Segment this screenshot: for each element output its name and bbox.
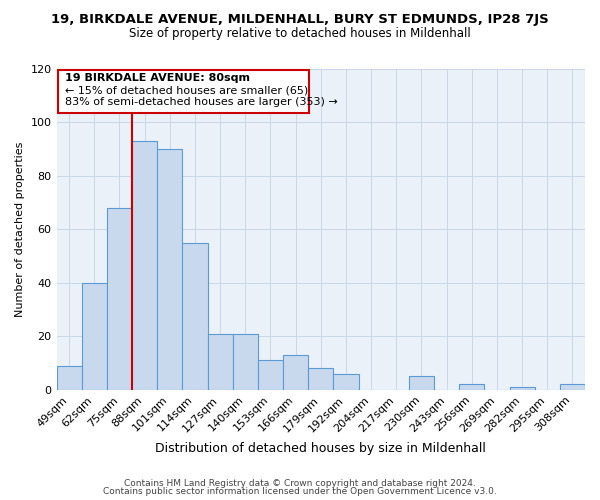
Bar xyxy=(409,376,434,390)
Bar xyxy=(509,387,535,390)
Text: 83% of semi-detached houses are larger (353) →: 83% of semi-detached houses are larger (… xyxy=(65,97,338,107)
Bar xyxy=(132,141,157,390)
Bar xyxy=(233,334,258,390)
Bar xyxy=(182,243,208,390)
Y-axis label: Number of detached properties: Number of detached properties xyxy=(15,142,25,317)
Text: Contains HM Land Registry data © Crown copyright and database right 2024.: Contains HM Land Registry data © Crown c… xyxy=(124,478,476,488)
Text: 19, BIRKDALE AVENUE, MILDENHALL, BURY ST EDMUNDS, IP28 7JS: 19, BIRKDALE AVENUE, MILDENHALL, BURY ST… xyxy=(51,12,549,26)
Bar xyxy=(107,208,132,390)
Text: Size of property relative to detached houses in Mildenhall: Size of property relative to detached ho… xyxy=(129,28,471,40)
Bar xyxy=(258,360,283,390)
Bar xyxy=(56,366,82,390)
Text: 19 BIRKDALE AVENUE: 80sqm: 19 BIRKDALE AVENUE: 80sqm xyxy=(65,73,250,83)
X-axis label: Distribution of detached houses by size in Mildenhall: Distribution of detached houses by size … xyxy=(155,442,486,455)
Bar xyxy=(308,368,334,390)
Bar xyxy=(157,149,182,390)
Bar xyxy=(334,374,359,390)
Bar xyxy=(58,70,310,113)
Bar xyxy=(283,355,308,390)
Bar xyxy=(459,384,484,390)
Bar xyxy=(208,334,233,390)
Bar xyxy=(82,283,107,390)
Text: Contains public sector information licensed under the Open Government Licence v3: Contains public sector information licen… xyxy=(103,487,497,496)
Text: ← 15% of detached houses are smaller (65): ← 15% of detached houses are smaller (65… xyxy=(65,85,308,95)
Bar xyxy=(560,384,585,390)
